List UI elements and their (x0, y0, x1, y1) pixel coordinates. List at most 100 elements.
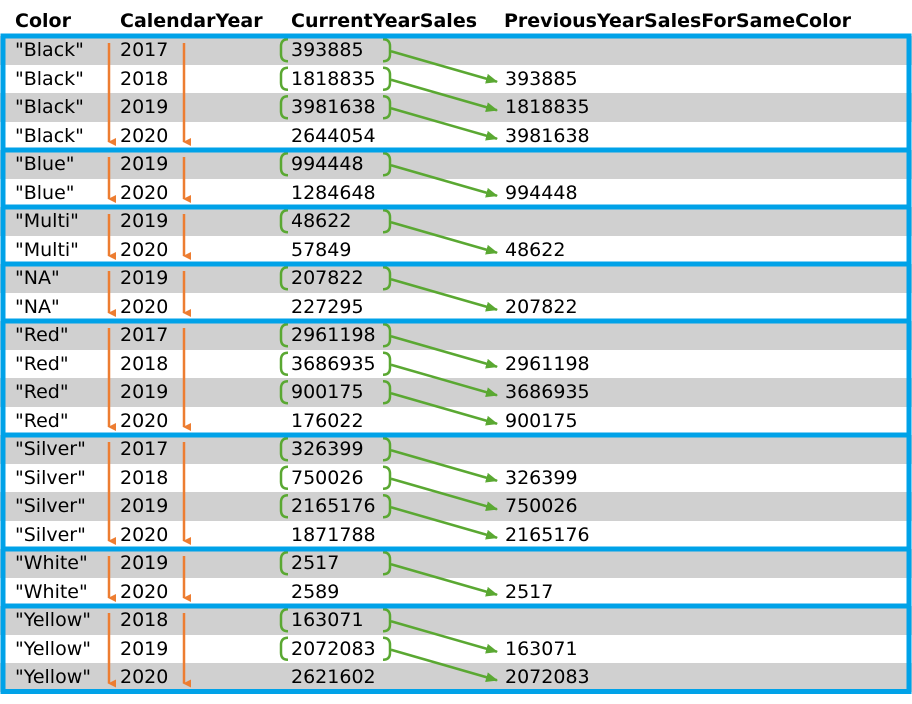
table-row: "Yellow" 2019 2072083 163071 (0, 635, 912, 664)
table-row: "Red" 2019 900175 3686935 (0, 378, 912, 407)
previous-year-sales-cell: 326399 (505, 466, 578, 489)
table-row: "Silver" 2019 2165176 750026 (0, 492, 912, 521)
table-row: "Silver" 2020 1871788 2165176 (0, 521, 912, 550)
current-year-sales-cell: 2621602 (291, 666, 376, 688)
current-year-sales-cell: 900175 (291, 381, 364, 403)
table-row: "Red" 2020 176022 900175 (0, 407, 912, 436)
calendar-year-cell: 2020 (120, 181, 169, 204)
color-cell: "Blue" (15, 153, 75, 175)
table-row: "Black" 2017 393885 (0, 36, 912, 65)
table-row: "Blue" 2019 994448 (0, 150, 912, 179)
color-cell: "Yellow" (15, 609, 91, 631)
calendar-year-cell: 2019 (120, 153, 169, 175)
table-row: "Black" 2020 2644054 3981638 (0, 122, 912, 151)
calendar-year-cell: 2019 (120, 267, 169, 289)
table-row: "NA" 2019 207822 (0, 264, 912, 293)
previous-year-sales-cell: 207822 (505, 295, 578, 318)
color-cell: "Silver" (15, 495, 86, 517)
color-cell: "Red" (15, 352, 69, 375)
previous-year-sales-cell: 900175 (505, 409, 578, 432)
current-year-sales-cell: 750026 (291, 466, 364, 489)
color-cell: "White" (15, 552, 88, 574)
calendar-year-cell: 2018 (120, 609, 169, 631)
previous-year-sales-cell: 2165176 (505, 523, 590, 546)
current-year-sales-cell: 3981638 (291, 96, 376, 118)
color-cell: "Silver" (15, 438, 86, 460)
table-row: "Silver" 2018 750026 326399 (0, 464, 912, 493)
current-year-sales-cell: 2644054 (291, 124, 376, 147)
calendar-year-cell: 2019 (120, 637, 169, 660)
current-year-sales-cell: 1818835 (291, 67, 376, 90)
previous-year-sales-cell: 750026 (505, 495, 578, 517)
previous-year-sales-cell: 2517 (505, 580, 554, 603)
color-cell: "NA" (15, 295, 60, 318)
current-year-sales-cell: 227295 (291, 295, 364, 318)
color-cell: "Yellow" (15, 637, 91, 660)
calendar-year-cell: 2018 (120, 67, 169, 90)
color-cell: "Silver" (15, 466, 86, 489)
header-calendar-year: CalendarYear (120, 10, 263, 32)
current-year-sales-cell: 2072083 (291, 637, 376, 660)
current-year-sales-cell: 994448 (291, 153, 364, 175)
color-cell: "Black" (15, 39, 84, 61)
color-cell: "Silver" (15, 523, 86, 546)
current-year-sales-cell: 393885 (291, 39, 364, 61)
table-row: "Red" 2017 2961198 (0, 321, 912, 350)
previous-year-sales-cell: 994448 (505, 181, 578, 204)
color-cell: "Red" (15, 381, 69, 403)
calendar-year-cell: 2017 (120, 324, 169, 346)
calendar-year-cell: 2020 (120, 124, 169, 147)
calendar-year-cell: 2020 (120, 580, 169, 603)
table-row: "Multi" 2020 57849 48622 (0, 236, 912, 265)
header-previous-year-sales: PreviousYearSalesForSameColor (504, 10, 852, 32)
table-header: Color CalendarYear CurrentYearSales Prev… (0, 0, 912, 36)
calendar-year-cell: 2019 (120, 210, 169, 232)
calendar-year-cell: 2017 (120, 39, 169, 61)
current-year-sales-cell: 48622 (291, 210, 352, 232)
calendar-year-cell: 2019 (120, 96, 169, 118)
table-row: "NA" 2020 227295 207822 (0, 293, 912, 322)
calendar-year-cell: 2019 (120, 381, 169, 403)
calendar-year-cell: 2020 (120, 523, 169, 546)
previous-year-sales-cell: 3981638 (505, 124, 590, 147)
table-row: "Blue" 2020 1284648 994448 (0, 179, 912, 208)
table-row: "Black" 2019 3981638 1818835 (0, 93, 912, 122)
current-year-sales-cell: 2517 (291, 552, 340, 574)
color-cell: "Blue" (15, 181, 75, 204)
table-row: "Black" 2018 1818835 393885 (0, 65, 912, 94)
current-year-sales-cell: 57849 (291, 238, 352, 261)
calendar-year-cell: 2020 (120, 295, 169, 318)
calendar-year-cell: 2020 (120, 409, 169, 432)
color-cell: "NA" (15, 267, 60, 289)
color-cell: "Black" (15, 67, 84, 90)
color-cell: "Black" (15, 96, 84, 118)
table-row: "White" 2020 2589 2517 (0, 578, 912, 607)
header-color: Color (15, 10, 71, 32)
calendar-year-cell: 2018 (120, 352, 169, 375)
calendar-year-cell: 2017 (120, 438, 169, 460)
current-year-sales-cell: 176022 (291, 409, 364, 432)
current-year-sales-cell: 1284648 (291, 181, 376, 204)
calendar-year-cell: 2020 (120, 238, 169, 261)
calendar-year-cell: 2019 (120, 495, 169, 517)
color-cell: "Multi" (15, 238, 79, 261)
color-cell: "White" (15, 580, 88, 603)
table-row: "Silver" 2017 326399 (0, 435, 912, 464)
previous-year-sales-cell: 163071 (505, 637, 578, 660)
previous-year-sales-cell: 1818835 (505, 96, 590, 118)
current-year-sales-cell: 3686935 (291, 352, 376, 375)
current-year-sales-cell: 2961198 (291, 324, 376, 346)
color-cell: "Red" (15, 409, 69, 432)
current-year-sales-cell: 326399 (291, 438, 364, 460)
previous-year-sales-cell: 48622 (505, 238, 566, 261)
calendar-year-cell: 2018 (120, 466, 169, 489)
header-current-year-sales: CurrentYearSales (291, 10, 478, 32)
table-row: "Yellow" 2020 2621602 2072083 (0, 663, 912, 692)
table-row: "Red" 2018 3686935 2961198 (0, 350, 912, 379)
color-cell: "Black" (15, 124, 84, 147)
calendar-year-cell: 2020 (120, 666, 169, 688)
previous-year-sales-cell: 3686935 (505, 381, 590, 403)
table-row: "Multi" 2019 48622 (0, 207, 912, 236)
current-year-sales-cell: 163071 (291, 609, 364, 631)
